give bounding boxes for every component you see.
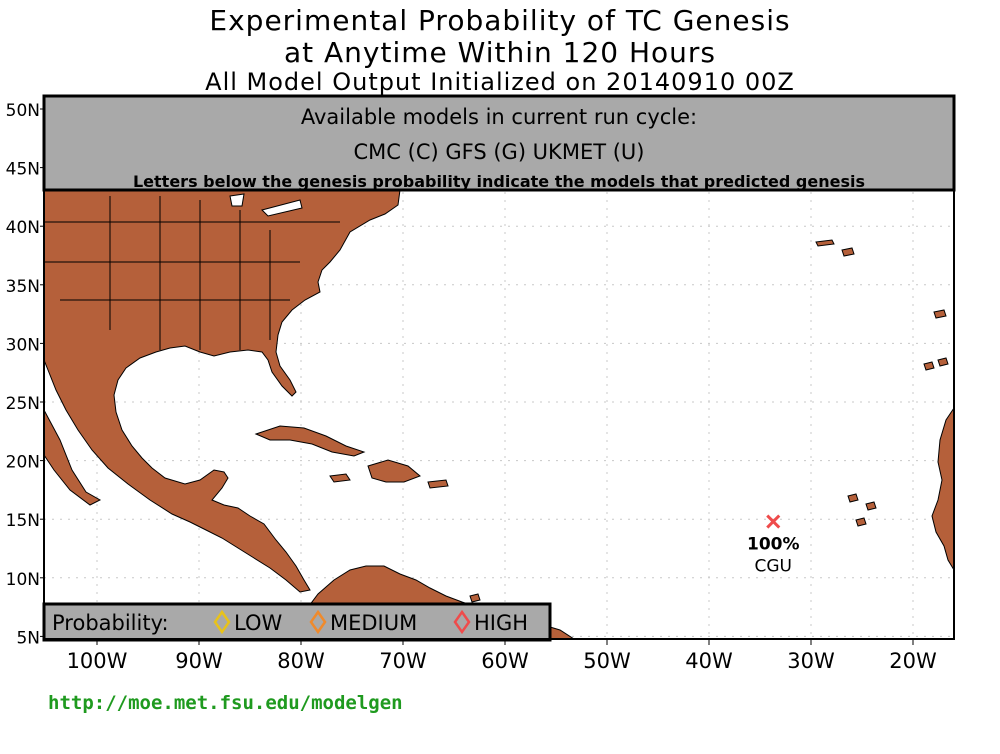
lat-label: 10N <box>6 570 40 590</box>
genesis-marker[interactable]: 100%CGU <box>747 514 800 577</box>
lat-label: 5N <box>16 628 40 648</box>
legend-item-label: LOW <box>234 611 282 635</box>
lat-label: 50N <box>6 101 40 121</box>
lat-label: 25N <box>6 394 40 414</box>
land-madeira <box>933 309 947 319</box>
land-mexico-west <box>43 409 102 506</box>
legend-item-label: HIGH <box>474 611 528 635</box>
land-north-america <box>43 189 401 593</box>
lat-label: 20N <box>6 453 40 473</box>
lon-label: 20W <box>889 649 937 673</box>
marker-probability: 100% <box>747 535 800 555</box>
lon-label: 40W <box>685 649 733 673</box>
longitude-labels: 100W 90W 80W 70W 60W 50W 40W 30W 20W <box>67 639 937 673</box>
legend-item-label: MEDIUM <box>330 611 417 635</box>
lon-label: 90W <box>175 649 223 673</box>
land-cape-verde <box>847 493 877 527</box>
land-trinidad <box>469 593 481 603</box>
lon-label: 80W <box>277 649 325 673</box>
land-hispaniola <box>367 459 421 483</box>
marker-models: CGU <box>755 557 793 577</box>
lat-label: 35N <box>6 277 40 297</box>
lat-label: 45N <box>6 160 40 180</box>
lon-label: 100W <box>67 649 128 673</box>
land-azores <box>815 239 855 257</box>
title-line-2: at Anytime Within 120 Hours <box>283 36 717 69</box>
legend-items: LOW MEDIUM HIGH <box>213 609 528 635</box>
lat-label: 40N <box>6 218 40 238</box>
models-heading: Available models in current run cycle: <box>301 105 697 129</box>
legend-diamond-icon <box>309 609 327 635</box>
models-list: CMC (C) GFS (G) UKMET (U) <box>354 140 645 164</box>
title-line-1: Experimental Probability of TC Genesis <box>209 4 791 37</box>
land-west-africa <box>931 406 955 572</box>
models-panel <box>42 94 956 192</box>
state-borders <box>44 196 340 350</box>
title-line-3: All Model Output Initialized on 20140910… <box>205 68 795 96</box>
legend-diamond-icon <box>453 609 471 635</box>
land-cuba <box>254 425 366 457</box>
legend-label: Probability: <box>52 611 169 635</box>
lon-label: 60W <box>481 649 529 673</box>
models-note: Letters below the genesis probability in… <box>133 172 865 191</box>
legend-diamond-icon <box>213 609 231 635</box>
footer-url[interactable]: http://moe.met.fsu.edu/modelgen <box>48 692 403 714</box>
genesis-markers: 100%CGU <box>747 514 800 577</box>
lon-label: 50W <box>583 649 631 673</box>
x-marker-icon <box>766 514 781 529</box>
lat-label: 30N <box>6 335 40 355</box>
lon-label: 30W <box>787 649 835 673</box>
great-lakes <box>229 193 303 217</box>
lat-label: 15N <box>6 511 40 531</box>
lon-label: 70W <box>379 649 427 673</box>
land-jamaica <box>329 473 351 483</box>
land-puerto-rico <box>427 479 449 489</box>
land-canary-islands <box>923 357 949 371</box>
map-frame <box>43 95 955 640</box>
latitude-labels: 50N 45N 40N 35N 30N 25N 20N 15N 10N 5N <box>6 101 44 648</box>
